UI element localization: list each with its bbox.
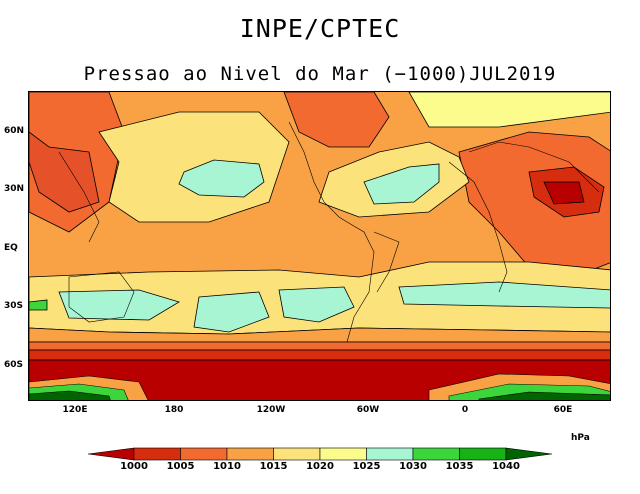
lon-label-120w: 120W <box>256 405 286 415</box>
colorbar-level-label: 1035 <box>445 461 474 472</box>
colorbar-cell <box>459 447 507 461</box>
colorbar-low-arrow <box>87 447 135 461</box>
lon-label-60e: 60E <box>553 405 573 415</box>
lat-label-30n: 30N <box>4 184 25 194</box>
colorbar-unit: hPa <box>571 433 590 443</box>
pressure-contours <box>29 92 610 400</box>
colorbar-cell <box>226 447 274 461</box>
lat-label-60s: 60S <box>4 360 24 370</box>
colorbar-cell <box>273 447 321 461</box>
lat-label-30s: 30S <box>4 301 24 311</box>
lat-label-60n: 60N <box>4 126 25 136</box>
colorbar-level-label: 1005 <box>166 461 195 472</box>
colorbar-cell <box>366 447 414 461</box>
colorbar-level-label: 1040 <box>492 461 520 472</box>
lon-label-0: 0 <box>461 405 469 415</box>
lon-label-180: 180 <box>164 405 184 415</box>
colorbar-high-arrow <box>505 447 553 461</box>
pressure-map <box>28 91 611 401</box>
lon-label-60w: 60W <box>356 405 380 415</box>
lon-label-120e: 120E <box>62 405 88 415</box>
colorbar-level-label: 1010 <box>213 461 241 472</box>
colorbar-level-label: 1015 <box>259 461 288 472</box>
colorbar-level-label: 1030 <box>399 461 427 472</box>
colorbar-level-label: 1020 <box>306 461 334 472</box>
colorbar-level-label: 1025 <box>352 461 381 472</box>
map-title: Pressao ao Nivel do Mar (−1000)JUL2019 <box>83 63 557 85</box>
lat-label-eq: EQ <box>4 243 18 253</box>
colorbar-cell <box>412 447 460 461</box>
colorbar-cell <box>319 447 367 461</box>
agency-title: INPE/CPTEC <box>239 14 401 43</box>
colorbar-level-label: 1000 <box>120 461 148 472</box>
colorbar-cell <box>133 447 181 461</box>
colorbar-cell <box>180 447 228 461</box>
